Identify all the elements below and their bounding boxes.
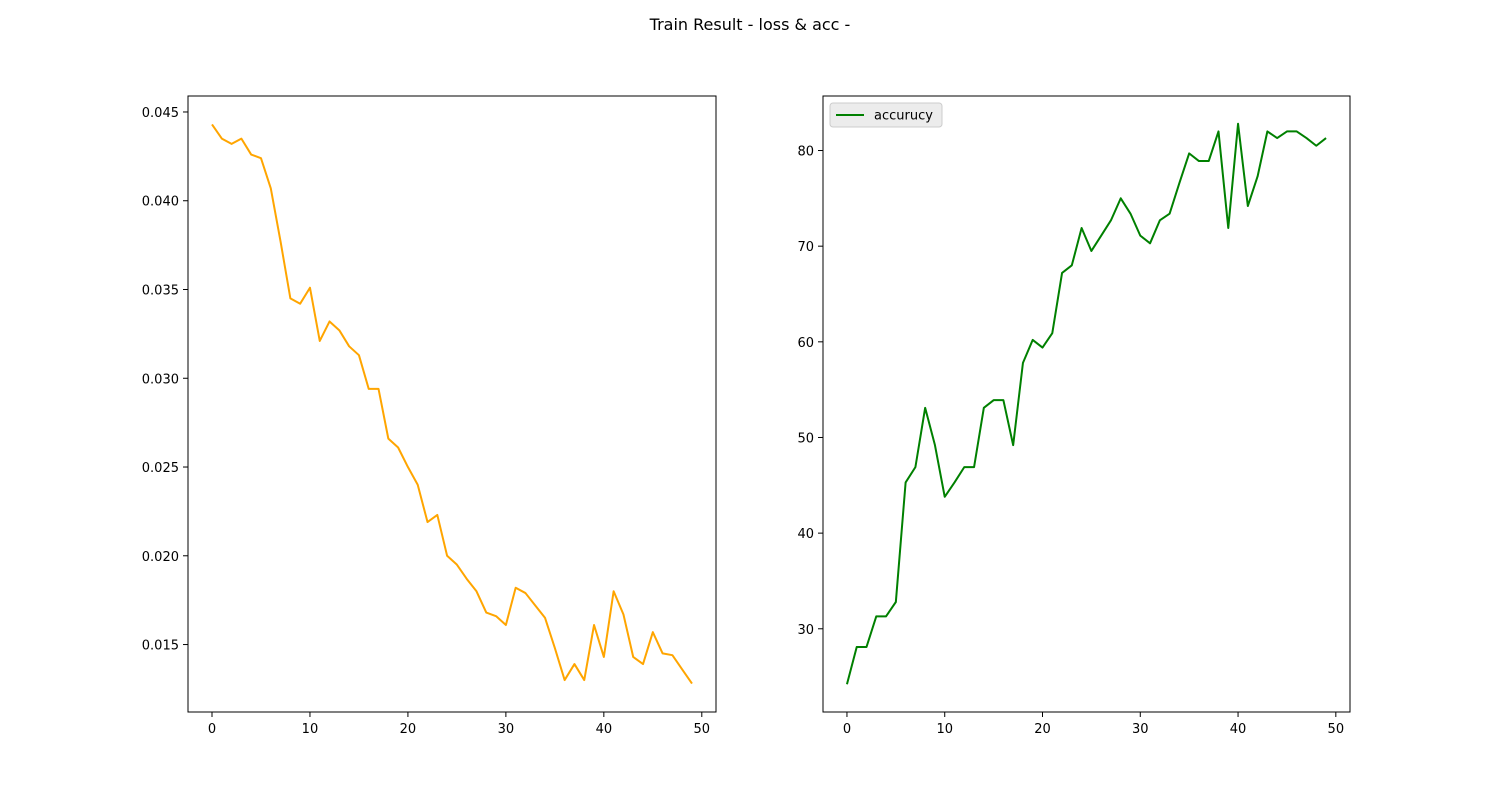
accuracy-xtick-label: 30 [1132,722,1149,737]
loss-ytick-label: 0.045 [142,106,179,121]
accuracy-axes-frame [822,95,1351,713]
accuracy-series-line [845,122,1327,685]
accuracy-ytick-label: 70 [797,240,814,255]
loss-ytick-label: 0.015 [142,639,179,654]
legend-label: accurucy [874,109,933,124]
legend-box [829,102,943,128]
loss-axes-frame [187,95,717,713]
accuracy-xtick-label: 0 [843,722,851,737]
accuracy-ytick-label: 40 [797,527,814,542]
accuracy-ytick-label: 60 [797,336,814,351]
loss-xtick-label: 50 [694,722,711,737]
loss-xtick-label: 0 [208,722,216,737]
accuracy-axes: 0 10 20 30 40 50 30 40 50 60 70 80 accurucy [797,95,1351,737]
loss-xtick-label: 20 [400,722,417,737]
loss-ytick-label: 0.025 [142,461,179,476]
accuracy-ytick-label: 50 [797,431,814,446]
loss-xtick-label: 10 [302,722,319,737]
accuracy-ytick-label: 80 [797,145,814,160]
accuracy-xtick-label: 40 [1230,722,1247,737]
loss-xtick-label: 30 [498,722,515,737]
accuracy-ytick-label: 30 [797,623,814,638]
figure-title: Train Result - loss & acc - [649,15,851,34]
loss-axes: 0 10 20 30 40 50 0.015 0.020 0.025 0.030 0.035 0.04… [142,95,717,737]
loss-ytick-label: 0.035 [142,283,179,298]
accuracy-xtick-label: 20 [1034,722,1051,737]
loss-ytick-label: 0.040 [142,195,179,210]
loss-ytick-label: 0.020 [142,550,179,565]
loss-series-line [211,123,693,685]
loss-ytick-label: 0.030 [142,372,179,387]
accuracy-xtick-label: 50 [1328,722,1345,737]
accuracy-xtick-label: 10 [936,722,953,737]
loss-xtick-label: 40 [596,722,613,737]
